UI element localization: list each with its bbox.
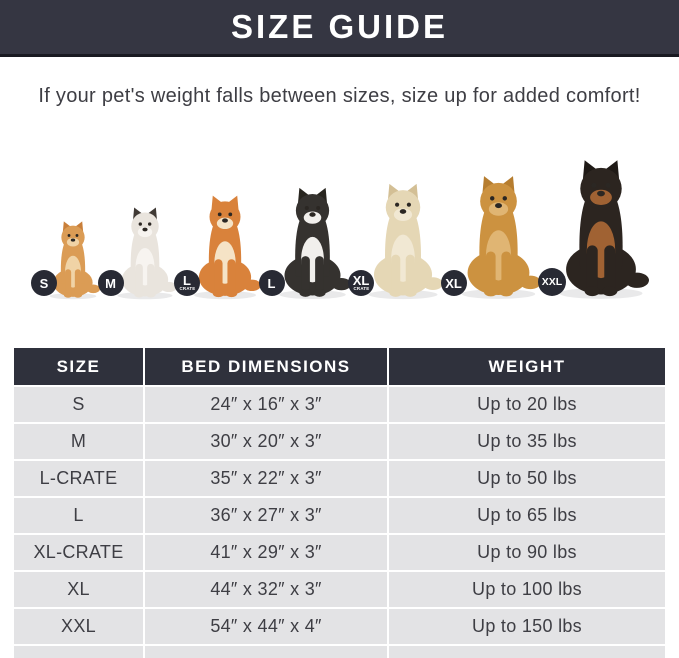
cell-weight: Up to 20 lbs: [389, 387, 665, 422]
size-badge-label: XL: [445, 275, 462, 291]
dog-figure: XL CRATE: [348, 182, 443, 300]
dog-figure: L: [258, 186, 351, 300]
dog-figure: M: [97, 206, 177, 300]
golden-retriever-icon: [461, 176, 541, 299]
page-title: SIZE GUIDE: [230, 8, 449, 45]
table-filler-row: [14, 646, 143, 658]
dogs-row: S M L CRATE L XL CRATE XL XXL: [31, 154, 649, 300]
size-badge: L CRATE: [174, 270, 200, 296]
cell-weight: Up to 100 lbs: [389, 572, 665, 607]
dog-figure: XL: [440, 174, 541, 300]
cell-size: S: [14, 387, 143, 422]
size-badge-sublabel: CRATE: [353, 286, 369, 292]
dog-figure: L CRATE: [174, 194, 261, 300]
subtitle-text: If your pet's weight falls between sizes…: [38, 85, 641, 107]
size-badge: M: [97, 270, 124, 296]
size-badge-sublabel: CRATE: [179, 286, 195, 292]
labrador-icon: [368, 183, 443, 300]
size-guide-header: SIZE GUIDE: [0, 0, 679, 57]
cell-size: M: [14, 424, 143, 459]
size-table: SIZE BED DIMENSIONS WEIGHT S 24″ x 16″ x…: [14, 348, 665, 658]
border-collie-icon: [278, 187, 351, 299]
cell-dimensions: 24″ x 16″ x 3″: [145, 387, 387, 422]
cell-size: L-CRATE: [14, 461, 143, 496]
cell-dimensions: 35″ x 22″ x 3″: [145, 461, 387, 496]
dog-figure: S: [31, 220, 100, 300]
size-badge: XL CRATE: [348, 270, 374, 296]
column-header-dimensions: BED DIMENSIONS: [145, 348, 387, 385]
cell-weight: Up to 90 lbs: [389, 535, 665, 570]
dog-figure: XXL: [538, 158, 649, 300]
size-badge: XL: [440, 270, 467, 296]
doberman-icon: [559, 160, 649, 299]
size-badge-label: M: [105, 275, 116, 291]
size-badge-label: XL: [352, 273, 370, 289]
cell-weight: Up to 150 lbs: [389, 609, 665, 644]
cell-weight: Up to 35 lbs: [389, 424, 665, 459]
cell-dimensions: 41″ x 29″ x 3″: [145, 535, 387, 570]
cell-dimensions: 30″ x 20″ x 3″: [145, 424, 387, 459]
column-header-size: SIZE: [14, 348, 143, 385]
cell-dimensions: 36″ x 27″ x 3″: [145, 498, 387, 533]
size-badge-label: S: [39, 275, 49, 291]
cell-weight: Up to 65 lbs: [389, 498, 665, 533]
cell-size: L: [14, 498, 143, 533]
cell-size: XXL: [14, 609, 143, 644]
size-badge-label: L: [267, 275, 276, 291]
table-filler-row: [389, 646, 665, 658]
cell-dimensions: 44″ x 32″ x 3″: [145, 572, 387, 607]
cell-size: XL: [14, 572, 143, 607]
cell-weight: Up to 50 lbs: [389, 461, 665, 496]
size-badge: L: [258, 270, 285, 296]
cell-size: XL-CRATE: [14, 535, 143, 570]
column-header-weight: WEIGHT: [389, 348, 665, 385]
cell-dimensions: 54″ x 44″ x 4″: [145, 609, 387, 644]
size-badge: S: [31, 270, 57, 296]
table-filler-row: [145, 646, 387, 658]
size-badge-label: XXL: [541, 275, 563, 288]
size-badge: XXL: [538, 268, 566, 296]
size-badge-label: L: [183, 273, 191, 289]
